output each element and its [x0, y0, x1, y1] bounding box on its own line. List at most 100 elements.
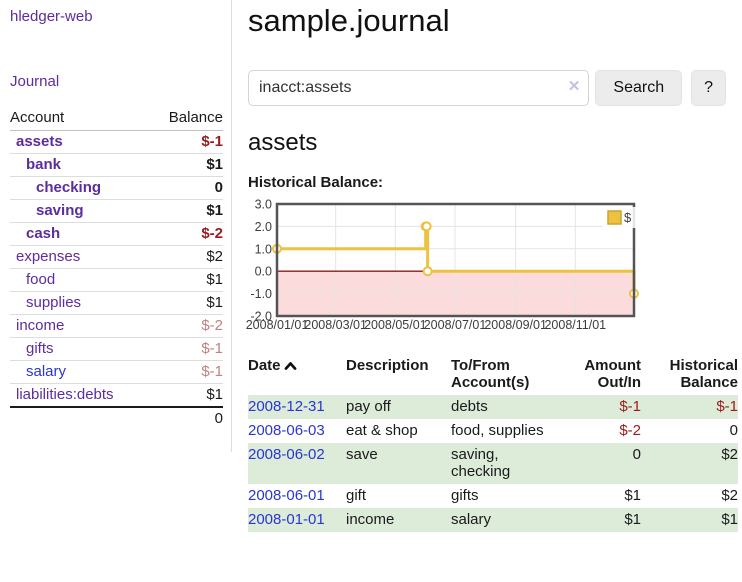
chart-svg: 3.0 2.0 1.0 0.0 -1.0 -2.02008/01/012008/03/01… — [246, 198, 639, 332]
main-content: sample.journal ✕ Search ? assets Histori… — [232, 0, 738, 532]
accounts-table: Account Balance assets $-1 bank $1 checking 0… — [10, 106, 223, 430]
account-row: income $-2 — [10, 314, 223, 338]
app-brand-link[interactable]: hledger-web — [10, 8, 93, 25]
chart-title: Historical Balance: — [248, 174, 384, 191]
account-row: saving $1 — [10, 199, 223, 223]
account-balance: $1 — [149, 291, 223, 315]
transaction-accounts: saving, checking — [451, 443, 561, 484]
register-header-amount: Amount Out/In — [584, 357, 641, 391]
transaction-accounts: debts — [451, 395, 561, 419]
page-title: sample.journal — [248, 3, 450, 38]
accounts-header-row: Account Balance — [10, 106, 223, 131]
clear-search-icon[interactable]: ✕ — [567, 78, 581, 95]
svg-text:-1.0: -1.0 — [250, 287, 272, 301]
transaction-accounts: salary — [451, 508, 561, 532]
data-point-marker[interactable] — [422, 266, 433, 277]
account-balance: $-2 — [149, 222, 223, 246]
account-row: salary $-1 — [10, 360, 223, 384]
svg-text:2.0: 2.0 — [255, 220, 272, 234]
page: hledger-web Journal Account Balance asse… — [0, 0, 738, 532]
account-link-supplies[interactable]: supplies — [26, 294, 82, 311]
transaction-amount: $1 — [624, 487, 641, 504]
historical-balance-chart[interactable]: 3.0 2.0 1.0 0.0 -1.0 -2.0 2008/01/01 2008/03/01… — [244, 196, 726, 341]
register-header-date[interactable]: Date — [248, 355, 346, 395]
svg-text:2008/07/01: 2008/07/01 — [424, 318, 487, 332]
accounts-total-row: 0 — [10, 406, 223, 430]
account-balance: $1 — [149, 153, 223, 177]
transaction-balance: $1 — [641, 508, 738, 532]
transaction-date-link[interactable]: 2008-12-31 — [248, 398, 325, 415]
sort-ascending-icon — [284, 362, 296, 370]
account-row: assets $-1 — [10, 131, 223, 154]
transaction-balance: $2 — [641, 443, 738, 484]
plot-border — [275, 202, 636, 318]
account-balance: $-1 — [149, 360, 223, 384]
sidebar: hledger-web Journal Account Balance asse… — [0, 0, 232, 452]
transaction-description: pay off — [346, 395, 451, 419]
svg-text:3.0: 3.0 — [255, 198, 272, 212]
search-button[interactable]: Search — [595, 70, 683, 106]
accounts-total-spacer — [10, 406, 150, 430]
register-row: 2008-01-01 income salary $1 $1 — [248, 508, 738, 532]
register-header-accounts: To/From Account(s) — [451, 357, 530, 391]
register-row: 2008-06-03 eat & shop food, supplies $-2 0 — [248, 419, 738, 443]
account-link-liabilities-debts[interactable]: liabilities:debts — [16, 386, 114, 403]
account-balance: $1 — [149, 383, 223, 407]
account-row: liabilities:debts $1 — [10, 383, 223, 407]
transaction-date-link[interactable]: 2008-06-01 — [248, 487, 325, 504]
transaction-description: gift — [346, 487, 367, 504]
data-point-marker[interactable] — [421, 221, 432, 232]
transaction-accounts: gifts — [451, 487, 479, 504]
account-link-expenses[interactable]: expenses — [16, 248, 81, 265]
account-link-checking[interactable]: checking — [36, 179, 102, 196]
account-link-cash[interactable]: cash — [26, 225, 61, 242]
search-input[interactable] — [248, 70, 590, 106]
transaction-balance: $2 — [721, 487, 738, 504]
transaction-date-link[interactable]: 2008-01-01 — [248, 511, 325, 528]
legend-swatch — [607, 210, 622, 225]
register-row: 2008-06-01 gift gifts $1 $2 — [248, 484, 738, 508]
account-link-bank[interactable]: bank — [26, 156, 62, 173]
register-header-description: Description — [346, 357, 429, 374]
svg-text:1.0: 1.0 — [255, 242, 272, 256]
transaction-amount: $1 — [561, 508, 641, 532]
account-link-salary[interactable]: salary — [26, 363, 67, 380]
account-balance: $1 — [149, 268, 223, 292]
account-heading: assets — [248, 129, 318, 156]
transaction-date-link[interactable]: 2008-06-03 — [248, 422, 325, 439]
transaction-balance: 0 — [729, 422, 738, 439]
account-balance: $-2 — [149, 314, 223, 338]
account-link-assets[interactable]: assets — [16, 133, 63, 150]
account-balance: $-1 — [201, 133, 223, 150]
account-row: checking 0 — [10, 176, 223, 200]
transaction-accounts: food, supplies — [451, 422, 544, 439]
register-header-balance: Historical Balance — [669, 357, 738, 391]
register-header-row: Date Description To/From Account(s) Amou… — [248, 355, 738, 395]
account-row: cash $-2 — [10, 222, 223, 246]
transaction-amount: $-1 — [561, 395, 641, 419]
register-row: 2008-06-02 save saving, checking 0 $2 — [248, 443, 738, 484]
account-balance: $2 — [149, 245, 223, 269]
svg-text:2008/05/01: 2008/05/01 — [364, 318, 427, 332]
account-balance: 0 — [149, 176, 223, 200]
account-row: bank $1 — [10, 153, 223, 177]
account-link-saving[interactable]: saving — [36, 202, 84, 219]
account-link-income[interactable]: income — [16, 317, 65, 334]
accounts-total-value: 0 — [149, 406, 223, 430]
account-link-food[interactable]: food — [26, 271, 56, 288]
register-table: Date Description To/From Account(s) Amou… — [248, 355, 738, 532]
account-link-gifts[interactable]: gifts — [26, 340, 54, 357]
svg-text:-2.0: -2.0 — [250, 310, 272, 324]
transaction-description: eat & shop — [346, 422, 418, 439]
register-row: 2008-12-31 pay off debts $-1 $-1 — [248, 395, 738, 419]
nav-journal-link[interactable]: Journal — [10, 73, 60, 90]
accounts-header-balance: Balance — [149, 106, 223, 131]
legend-label: $ — [624, 210, 632, 225]
transaction-description: income — [346, 508, 451, 532]
transaction-date-link[interactable]: 2008-06-02 — [248, 446, 325, 463]
account-balance: $1 — [149, 199, 223, 223]
help-button[interactable]: ? — [691, 70, 726, 106]
svg-text:0.0: 0.0 — [255, 265, 272, 279]
account-row: supplies $1 — [10, 291, 223, 315]
search-box: ✕ — [248, 70, 590, 106]
